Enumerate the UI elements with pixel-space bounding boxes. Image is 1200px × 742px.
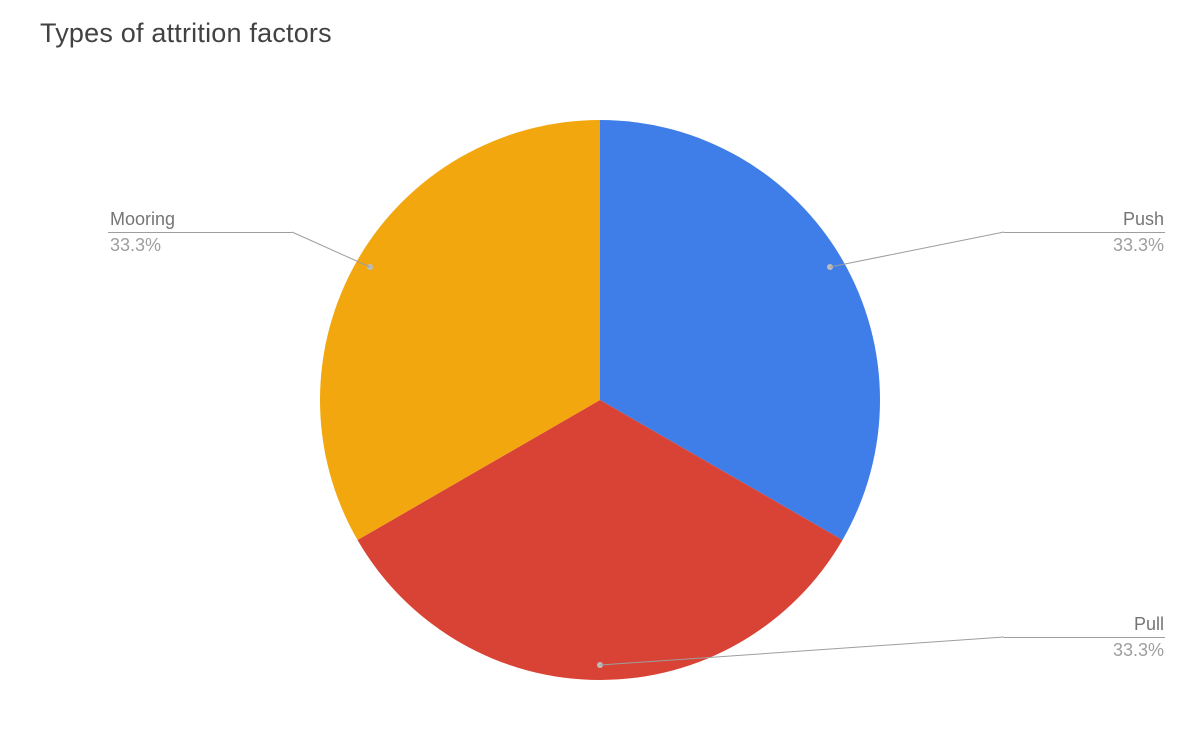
- label-underline-push: [1004, 232, 1165, 233]
- pie-chart-container: Types of attrition factors Push 33.3% Pu…: [0, 0, 1200, 742]
- label-underline-mooring: [108, 232, 292, 233]
- slice-pct-push: 33.3%: [1113, 234, 1164, 256]
- leader-line-push: [830, 232, 1004, 267]
- pie-chart-svg: [0, 0, 1200, 742]
- slice-label-push: Push: [1123, 208, 1164, 230]
- label-underline-pull: [1004, 637, 1165, 638]
- slice-pct-mooring: 33.3%: [110, 234, 161, 256]
- slice-pct-pull: 33.3%: [1113, 639, 1164, 661]
- slice-label-pull: Pull: [1134, 613, 1164, 635]
- leader-line-mooring: [292, 232, 370, 267]
- slice-label-mooring: Mooring: [110, 208, 175, 230]
